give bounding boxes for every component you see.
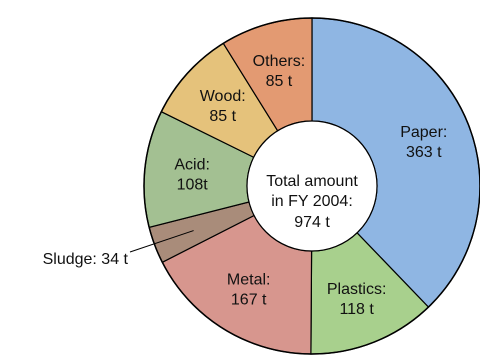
- label-paper-line-1: Paper:: [400, 124, 447, 141]
- center-text-line-3: 974 t: [294, 214, 330, 231]
- label-metal-line-1: Metal:: [227, 272, 271, 289]
- label-others-line-2: 85 t: [266, 73, 293, 90]
- label-others-line-1: Others:: [253, 53, 305, 70]
- labels-group: Paper: 363 t Plastics: 118 t Metal: 167 t Slud…: [43, 53, 448, 318]
- label-wood-line-1: Wood:: [200, 88, 246, 105]
- label-sludge: Sludge: 34 t: [43, 251, 129, 268]
- label-acid-line-1: Acid:: [174, 156, 210, 173]
- leader-line-sludge: [129, 230, 194, 253]
- label-paper-line-2: 363 t: [406, 144, 442, 161]
- label-wood-line-2: 85 t: [209, 108, 236, 125]
- center-text-line-1: Total amount: [266, 173, 358, 190]
- label-plastics-line-2: 118 t: [339, 301, 374, 318]
- center-circle: [246, 120, 378, 252]
- label-plastics-line-1: Plastics:: [327, 281, 387, 298]
- outer-ring: [143, 17, 480, 355]
- label-acid-line-2: 108t: [177, 176, 209, 193]
- slices-group: [143, 17, 480, 355]
- label-metal-line-2: 167 t: [231, 292, 267, 309]
- center-text-line-2: in FY 2004:: [271, 193, 353, 210]
